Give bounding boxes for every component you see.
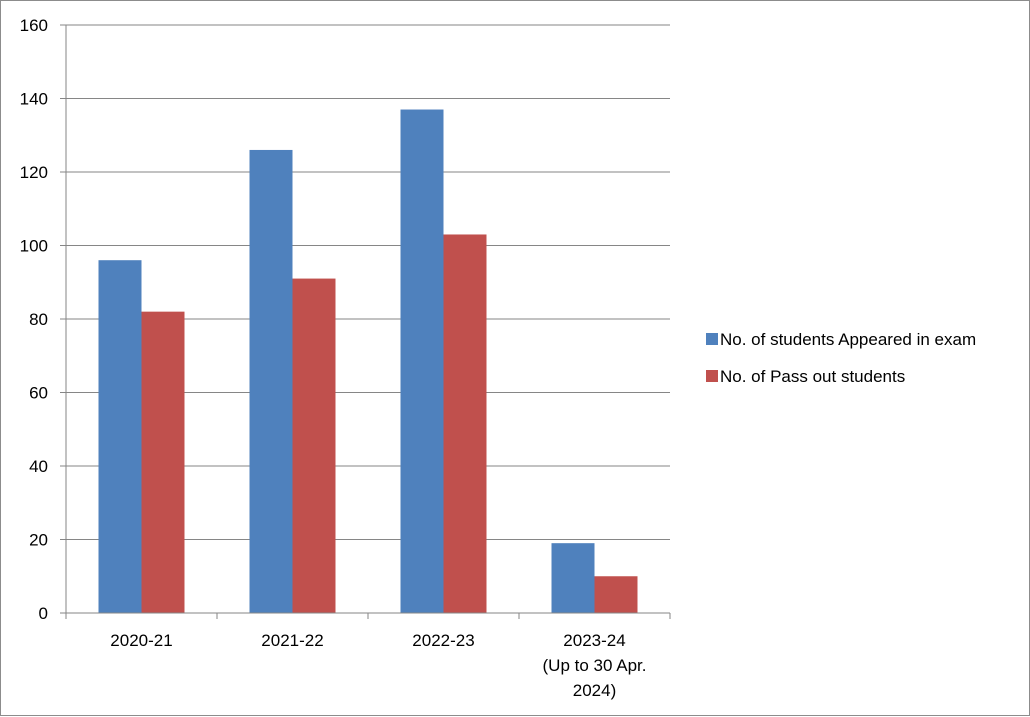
bar-series1-1 [98,260,142,613]
bars [98,109,638,614]
y-tick-labels: 0 20 40 60 80 100 120 140 160 [20,16,48,623]
y-tick-label-0: 0 [39,604,48,623]
x-category-label-2-line-1: 2021-22 [261,631,323,650]
bar-series1-3 [400,109,444,614]
y-tick-label-80: 80 [29,310,48,329]
legend-swatch-1 [706,333,718,345]
bar-series1-2 [249,149,293,613]
x-category-label-3-line-1: 2022-23 [412,631,474,650]
y-tick-label-40: 40 [29,457,48,476]
x-category-label-4-line-3: 2024) [573,681,616,700]
bar-series2-4 [594,576,638,613]
y-tick-label-120: 120 [20,163,48,182]
y-tick-label-60: 60 [29,384,48,403]
x-category-label-4-line-2: (Up to 30 Apr. [543,656,647,675]
bar-series2-3 [443,234,487,613]
legend-swatch-2 [706,370,718,382]
legend-label-1: No. of students Appeared in exam [720,330,976,349]
bar-series2-2 [292,278,336,613]
x-category-labels: 2020-21 2021-22 2022-23 2023-24 (Up to 30 Ap… [110,631,646,700]
y-tick-label-140: 140 [20,90,48,109]
x-category-label-4-line-1: 2023-24 [563,631,625,650]
axes [60,24,671,619]
bar-series2-1 [141,311,185,613]
y-tick-label-20: 20 [29,531,48,550]
bar-series1-4 [551,543,595,613]
legend-label-2: No. of Pass out students [720,367,905,386]
y-tick-label-100: 100 [20,237,48,256]
y-tick-label-160: 160 [20,16,48,35]
legend: No. of students Appeared in exam No. of P… [706,330,976,386]
x-category-label-1-line-1: 2020-21 [110,631,172,650]
